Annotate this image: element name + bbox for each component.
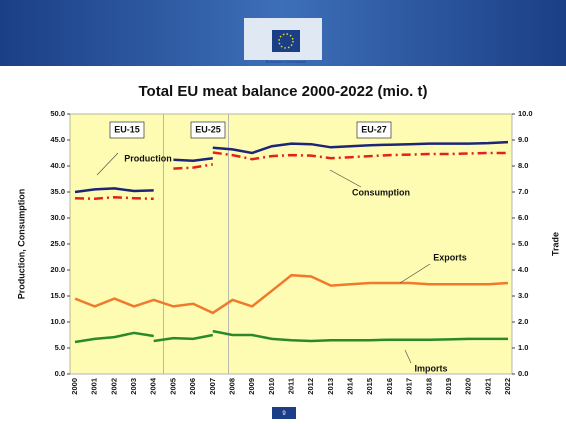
annotation-arrow	[329, 169, 362, 188]
x-tick-label: 2020	[464, 378, 473, 395]
x-tick-label: 2008	[227, 378, 236, 395]
x-tick-label: 2007	[208, 378, 217, 395]
y2-tick-label: 3.0	[518, 291, 528, 300]
y-tick-label: 15.0	[50, 291, 65, 300]
series-line	[74, 187, 154, 194]
y2-tick-label: 8.0	[518, 161, 528, 170]
y2-tick-label: 2.0	[518, 317, 528, 326]
period-box	[356, 121, 392, 139]
series-line	[173, 156, 213, 163]
page-number: 9	[282, 411, 286, 417]
y-tick-label: 45.0	[50, 135, 65, 144]
annotation-arrow	[404, 349, 412, 364]
y2-axis-title: Trade	[550, 232, 560, 256]
y2-tick-label: 0.0	[518, 369, 528, 378]
series-line	[74, 273, 509, 315]
series-line	[74, 195, 154, 201]
x-tick-label: 2019	[444, 378, 453, 395]
chart-title: Total EU meat balance 2000-2022 (mio. t)	[139, 83, 428, 100]
x-tick-label: 2011	[286, 378, 295, 394]
period-label: EU-25	[195, 124, 221, 134]
x-tick-label: 2003	[129, 378, 138, 395]
x-tick-label: 2005	[168, 378, 177, 395]
x-tick-label: 2000	[70, 378, 79, 395]
x-tick-label: 2002	[109, 378, 118, 395]
y-axis-title: Production, Consumption	[16, 189, 26, 300]
series-line	[212, 140, 509, 155]
x-tick-label: 2014	[346, 377, 355, 395]
x-tick-label: 2006	[188, 378, 197, 395]
series-line	[212, 151, 508, 161]
period-label: EU-15	[114, 124, 140, 134]
period-box	[190, 121, 226, 139]
x-tick-label: 2012	[306, 378, 315, 395]
y-tick-label: 25.0	[50, 239, 65, 248]
y-tick-label: 0.0	[55, 369, 65, 378]
period-box	[109, 121, 145, 139]
series-label: Production	[124, 153, 172, 163]
x-tick-label: 2017	[405, 378, 414, 395]
x-tick-label: 2016	[385, 378, 394, 395]
series-label: Consumption	[352, 187, 410, 197]
x-tick-label: 2009	[247, 378, 256, 395]
x-tick-label: 2015	[365, 378, 374, 395]
y-tick-label: 35.0	[50, 187, 65, 196]
y-tick-label: 30.0	[50, 213, 65, 222]
x-tick-label: 2022	[503, 378, 512, 395]
series-line	[74, 331, 154, 344]
period-label: EU-27	[361, 124, 387, 134]
series-line	[212, 329, 508, 343]
y2-tick-label: 4.0	[518, 265, 528, 274]
x-tick-label: 2013	[326, 378, 335, 395]
y-tick-label: 20.0	[50, 265, 65, 274]
series-line	[153, 333, 214, 343]
y2-tick-label: 5.0	[518, 239, 528, 248]
x-tick-label: 2010	[267, 378, 276, 395]
x-tick-label: 2001	[90, 378, 99, 395]
x-tick-label: 2018	[424, 378, 433, 395]
y-tick-label: 10.0	[50, 317, 65, 326]
series-label: Exports	[433, 252, 467, 262]
y-tick-label: 50.0	[50, 109, 65, 118]
annotation-arrow	[96, 152, 119, 176]
x-tick-label: 2021	[483, 378, 492, 395]
y-tick-label: 5.0	[55, 343, 65, 352]
x-tick-label: 2004	[149, 377, 158, 395]
logo: European Commission	[244, 18, 322, 64]
series-line	[173, 163, 214, 170]
series-label: Imports	[414, 363, 447, 373]
y2-tick-label: 6.0	[518, 213, 528, 222]
y2-tick-label: 10.0	[518, 109, 533, 118]
y2-tick-label: 9.0	[518, 135, 528, 144]
page-box	[272, 407, 296, 419]
y2-tick-label: 7.0	[518, 187, 528, 196]
y-tick-label: 40.0	[50, 161, 65, 170]
y2-tick-label: 1.0	[518, 343, 528, 352]
plot-area	[69, 113, 513, 375]
annotation-arrow	[399, 263, 431, 284]
logo-text: European Commission	[266, 59, 306, 64]
